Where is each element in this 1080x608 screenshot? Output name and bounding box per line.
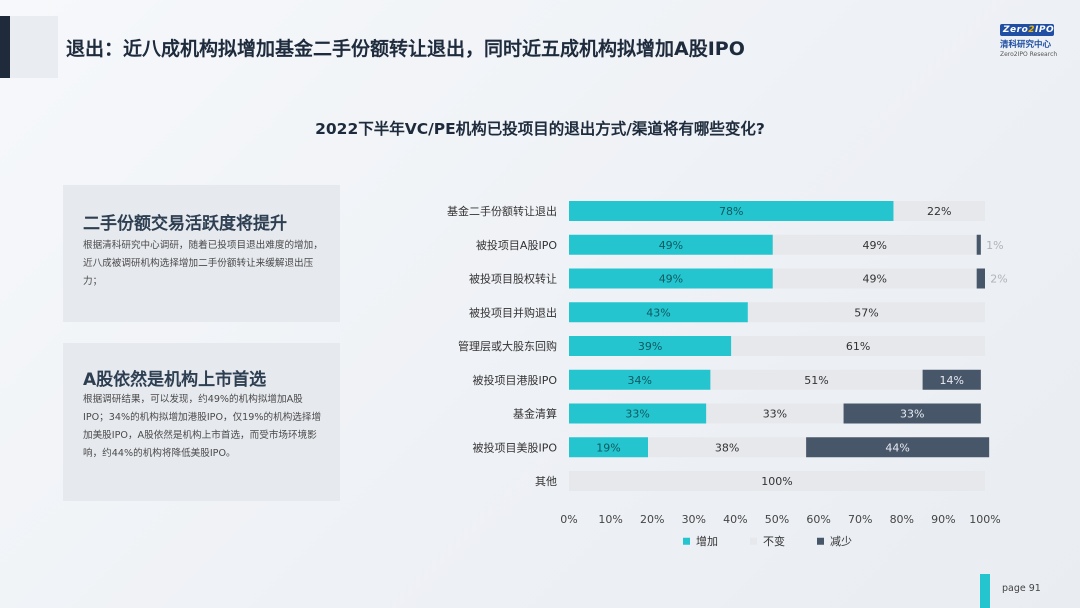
data-label: 39%	[638, 340, 662, 353]
data-label: 49%	[863, 273, 887, 286]
logo-cn-text: 清科研究中心	[1000, 40, 1052, 50]
chart-title: 2022下半年VC/PE机构已投项目的退出方式/渠道将有哪些变化?	[315, 120, 765, 138]
logo-en-text: Zero2IPO Research	[1000, 51, 1058, 58]
category-label: 管理层或大股东回购	[458, 339, 557, 353]
x-tick-label: 10%	[598, 513, 622, 526]
x-tick-label: 50%	[765, 513, 789, 526]
bar-segment-decrease	[806, 437, 990, 458]
x-tick-label: 70%	[848, 513, 872, 526]
data-label: 44%	[885, 441, 909, 454]
data-label: 51%	[804, 374, 828, 387]
data-label: 49%	[863, 239, 887, 252]
bar-segment-unchanged	[772, 268, 977, 289]
bar-segment-increase	[569, 268, 773, 289]
bar-segment-decrease	[922, 369, 981, 390]
bar-segment-increase	[569, 302, 748, 323]
header-accent-strip	[0, 16, 10, 78]
page-number: page 91	[1002, 583, 1041, 594]
bar-segment-increase	[569, 234, 773, 255]
data-label: 49%	[659, 239, 683, 252]
card-title: 二手份额交易活跃度将提升	[83, 214, 287, 234]
data-label: 33%	[900, 408, 924, 421]
zero2ipo-logo: Zero2IPO 清科研究中心 Zero2IPO Research	[1000, 24, 1062, 68]
legend-label: 不变	[763, 534, 785, 548]
bar-segment-increase	[569, 336, 732, 356]
category-label: 被投项目并购退出	[469, 305, 557, 319]
data-label: 38%	[715, 441, 739, 454]
page-title: 退出：近八成机构拟增加基金二手份额转让退出，同时近五成机构拟增加A股IPO	[66, 38, 745, 60]
data-label: 19%	[596, 441, 620, 454]
bar-segment-unchanged	[706, 403, 844, 424]
insight-card-secondary-share: 二手份额交易活跃度将提升 根据清科研究中心调研，随着已投项目退出难度的增加，近八…	[63, 185, 340, 322]
category-label: 被投项目美股IPO	[472, 440, 557, 454]
bar-segment-increase	[569, 201, 894, 221]
bar-segment-unchanged	[731, 336, 985, 356]
bar-segment-decrease	[976, 268, 985, 289]
category-label: 被投项目A股IPO	[476, 238, 557, 252]
category-label: 被投项目港股IPO	[472, 373, 557, 387]
bar-segment-increase	[569, 369, 711, 390]
legend-swatch	[750, 537, 757, 545]
x-tick-label: 60%	[806, 513, 830, 526]
data-label: 1%	[986, 239, 1003, 252]
bar-segment-unchanged	[747, 302, 985, 323]
data-label: 78%	[719, 205, 743, 218]
data-label: 100%	[761, 475, 792, 488]
category-label: 被投项目股权转让	[469, 272, 557, 286]
data-label: 22%	[927, 205, 951, 218]
data-label: 2%	[990, 273, 1007, 286]
x-tick-label: 80%	[890, 513, 914, 526]
legend-swatch	[683, 537, 690, 545]
x-tick-label: 100%	[969, 513, 1000, 526]
card-title: A股依然是机构上市首选	[83, 370, 267, 390]
card-body: 根据清科研究中心调研，随着已投项目退出难度的增加，近八成被调研机构选择增加二手份…	[83, 240, 323, 287]
bar-segment-decrease	[976, 234, 981, 255]
bar-segment-increase	[569, 437, 649, 458]
bar-segment-unchanged	[893, 201, 985, 221]
insight-card-a-share: A股依然是机构上市首选 根据调研结果，可以发现，约49%的机构拟增加A股IPO；…	[63, 343, 340, 501]
x-tick-label: 20%	[640, 513, 664, 526]
legend-swatch	[817, 537, 824, 545]
x-tick-label: 30%	[682, 513, 706, 526]
data-label: 43%	[646, 306, 670, 319]
data-label: 34%	[627, 374, 651, 387]
x-tick-label: 90%	[931, 513, 955, 526]
card-body: 根据调研结果，可以发现，约49%的机构拟增加A股IPO；34%的机构拟增加港股I…	[83, 394, 322, 459]
data-label: 49%	[659, 273, 683, 286]
data-label: 33%	[625, 408, 649, 421]
bar-segment-unchanged	[772, 234, 977, 255]
bar-segment-unchanged	[569, 471, 985, 491]
data-label: 61%	[846, 340, 870, 353]
bar-segment-unchanged	[710, 369, 923, 390]
legend-label: 增加	[696, 534, 718, 548]
header-title-box	[10, 16, 58, 78]
page-footer-accent	[980, 574, 990, 608]
bar-segment-increase	[569, 403, 707, 424]
logo-brand: Zero2IPO	[1000, 24, 1054, 36]
header-bar: 退出：近八成机构拟增加基金二手份额转让退出，同时近五成机构拟增加A股IPO Ze…	[0, 0, 1080, 78]
data-label: 57%	[854, 306, 878, 319]
category-label: 基金清算	[513, 407, 557, 421]
legend-label: 减少	[830, 535, 852, 548]
x-tick-label: 40%	[723, 513, 747, 526]
bar-segment-decrease	[843, 403, 981, 424]
data-label: 33%	[763, 408, 787, 421]
data-label: 14%	[939, 374, 963, 387]
category-label: 其他	[535, 475, 557, 488]
category-label: 基金二手份额转让退出	[447, 204, 557, 218]
bar-segment-unchanged	[648, 437, 807, 458]
x-tick-label: 0%	[560, 513, 577, 526]
